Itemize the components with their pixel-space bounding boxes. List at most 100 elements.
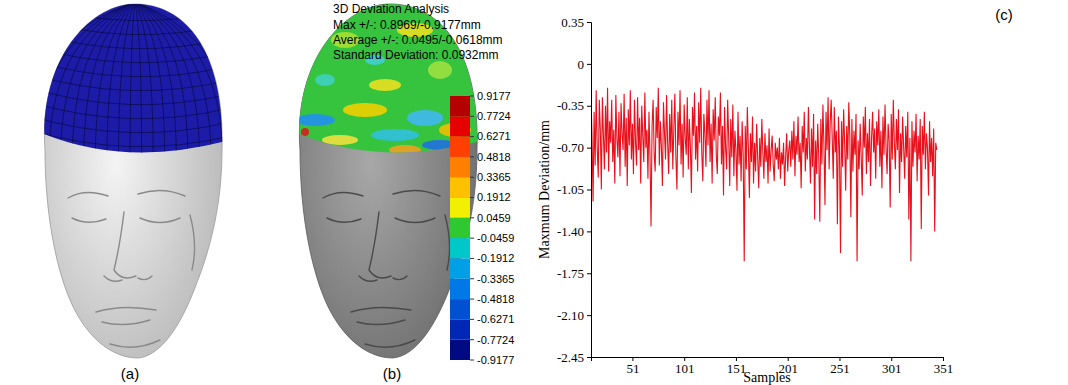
color-bar-segment [450, 177, 470, 197]
tick-mark [587, 148, 591, 149]
tick-label: 101 [675, 361, 695, 376]
tick-mark [587, 22, 591, 23]
data-line [591, 88, 937, 261]
deviation-patch [315, 74, 335, 86]
line-chart: 511011512012513013510.350-0.35-0.70-1.05… [537, 15, 953, 385]
color-bar-label: -0.3365 [477, 273, 514, 285]
tick-label: -2.45 [557, 350, 584, 365]
deviation-patch [301, 128, 309, 136]
mesh-line [135, 2, 211, 170]
deviation-patch [428, 61, 452, 79]
mesh-surface [30, 0, 230, 180]
cap [285, 0, 485, 180]
tick: 0.35 [561, 15, 591, 30]
tick-mark [587, 190, 591, 191]
mesh-line [49, 2, 135, 170]
tick: -2.45 [557, 350, 591, 365]
deviation-line: Max +/-: 0.8969/-0.9177mm [333, 18, 481, 32]
color-bar-segment [450, 96, 470, 116]
mesh-line [30, 18, 230, 35]
face-features [323, 190, 450, 347]
tick-label: -0.35 [557, 98, 584, 113]
face-line [369, 212, 391, 278]
tick-mark [587, 106, 591, 107]
mesh-line [135, 2, 142, 170]
tick-label: -0.70 [557, 140, 584, 155]
mesh-line [30, 74, 230, 91]
color-bar-label: -0.7724 [477, 334, 514, 346]
mesh-line [107, 2, 135, 170]
deviation-text: 3D Deviation Analysis Max +/-: 0.8969/-0.… [333, 2, 503, 62]
mesh-line [135, 2, 234, 170]
face-line [323, 192, 363, 198]
color-bar-label: 0.6271 [477, 130, 511, 142]
color-bar-label: -0.1912 [477, 252, 514, 264]
face-line [114, 212, 136, 278]
face-line [68, 192, 108, 198]
mesh [26, 2, 234, 170]
tick-label: 351 [934, 361, 954, 376]
deviation-patch [407, 110, 443, 126]
tick-label: -1.05 [557, 182, 584, 197]
tick: 351 [934, 357, 954, 376]
deviation-patch [371, 129, 419, 141]
tick-label: -1.75 [557, 266, 584, 281]
figure: (a)(b)(c)3D Deviation AnalysisMax +/-: 0… [0, 0, 1068, 385]
face-line [138, 190, 185, 196]
deviation-patch [295, 114, 335, 126]
color-bar-tick [470, 96, 474, 97]
color-bar-label: -0.9177 [477, 354, 514, 366]
mesh-line [26, 2, 135, 170]
tick: 301 [882, 357, 902, 376]
tick-label: 301 [882, 361, 902, 376]
tick: 0 [578, 57, 592, 72]
deviation-patch [369, 79, 401, 91]
face-line [104, 276, 122, 281]
deviation-title: 3D Deviation Analysis [333, 2, 449, 16]
deviation-patch [389, 145, 421, 155]
color-bar-segment [450, 238, 470, 258]
color-bar: 0.91770.77240.62710.48180.33650.19120.04… [450, 90, 514, 366]
color-bar-label: -0.6271 [477, 313, 514, 325]
color-bar-tick [470, 360, 474, 361]
face-line [365, 340, 415, 347]
color-bar-segment [450, 319, 470, 339]
tick-label: 0 [578, 57, 585, 72]
mesh-line [135, 2, 165, 170]
color-bar-label: 0.1912 [477, 191, 511, 203]
mesh-line [135, 2, 153, 170]
face-line [96, 307, 156, 312]
face-line [445, 215, 450, 270]
tick-mark [587, 231, 591, 232]
face-line [327, 218, 361, 222]
mesh-line [37, 2, 135, 170]
color-bar-segment [450, 340, 470, 360]
color-bar-tick [470, 339, 474, 340]
face-line [393, 276, 407, 280]
tick-mark [587, 64, 591, 65]
face-line [102, 320, 150, 325]
color-bar-label: -0.4818 [477, 293, 514, 305]
color-bar-tick [470, 217, 474, 218]
color-bar-segment [450, 198, 470, 218]
tick: -1.40 [557, 224, 591, 239]
color-bar-segment [450, 279, 470, 299]
color-bar-tick [470, 258, 474, 259]
tick: 101 [675, 357, 695, 376]
color-bar-segment [450, 137, 470, 157]
color-bar-tick [470, 278, 474, 279]
tick: -2.10 [557, 308, 591, 323]
tick-label: -2.10 [557, 308, 584, 323]
tick-mark [587, 273, 591, 274]
color-bar-tick [470, 116, 474, 117]
color-bar-label: 0.0459 [477, 212, 511, 224]
panel-label: (c) [995, 6, 1013, 23]
panel-label: (b) [383, 365, 401, 382]
face-line [72, 218, 106, 222]
color-bar-tick [470, 156, 474, 157]
face-line [395, 218, 435, 223]
mesh-line [84, 2, 135, 170]
mesh-line [135, 2, 199, 170]
mesh-line [135, 2, 188, 170]
face-line [110, 340, 160, 347]
